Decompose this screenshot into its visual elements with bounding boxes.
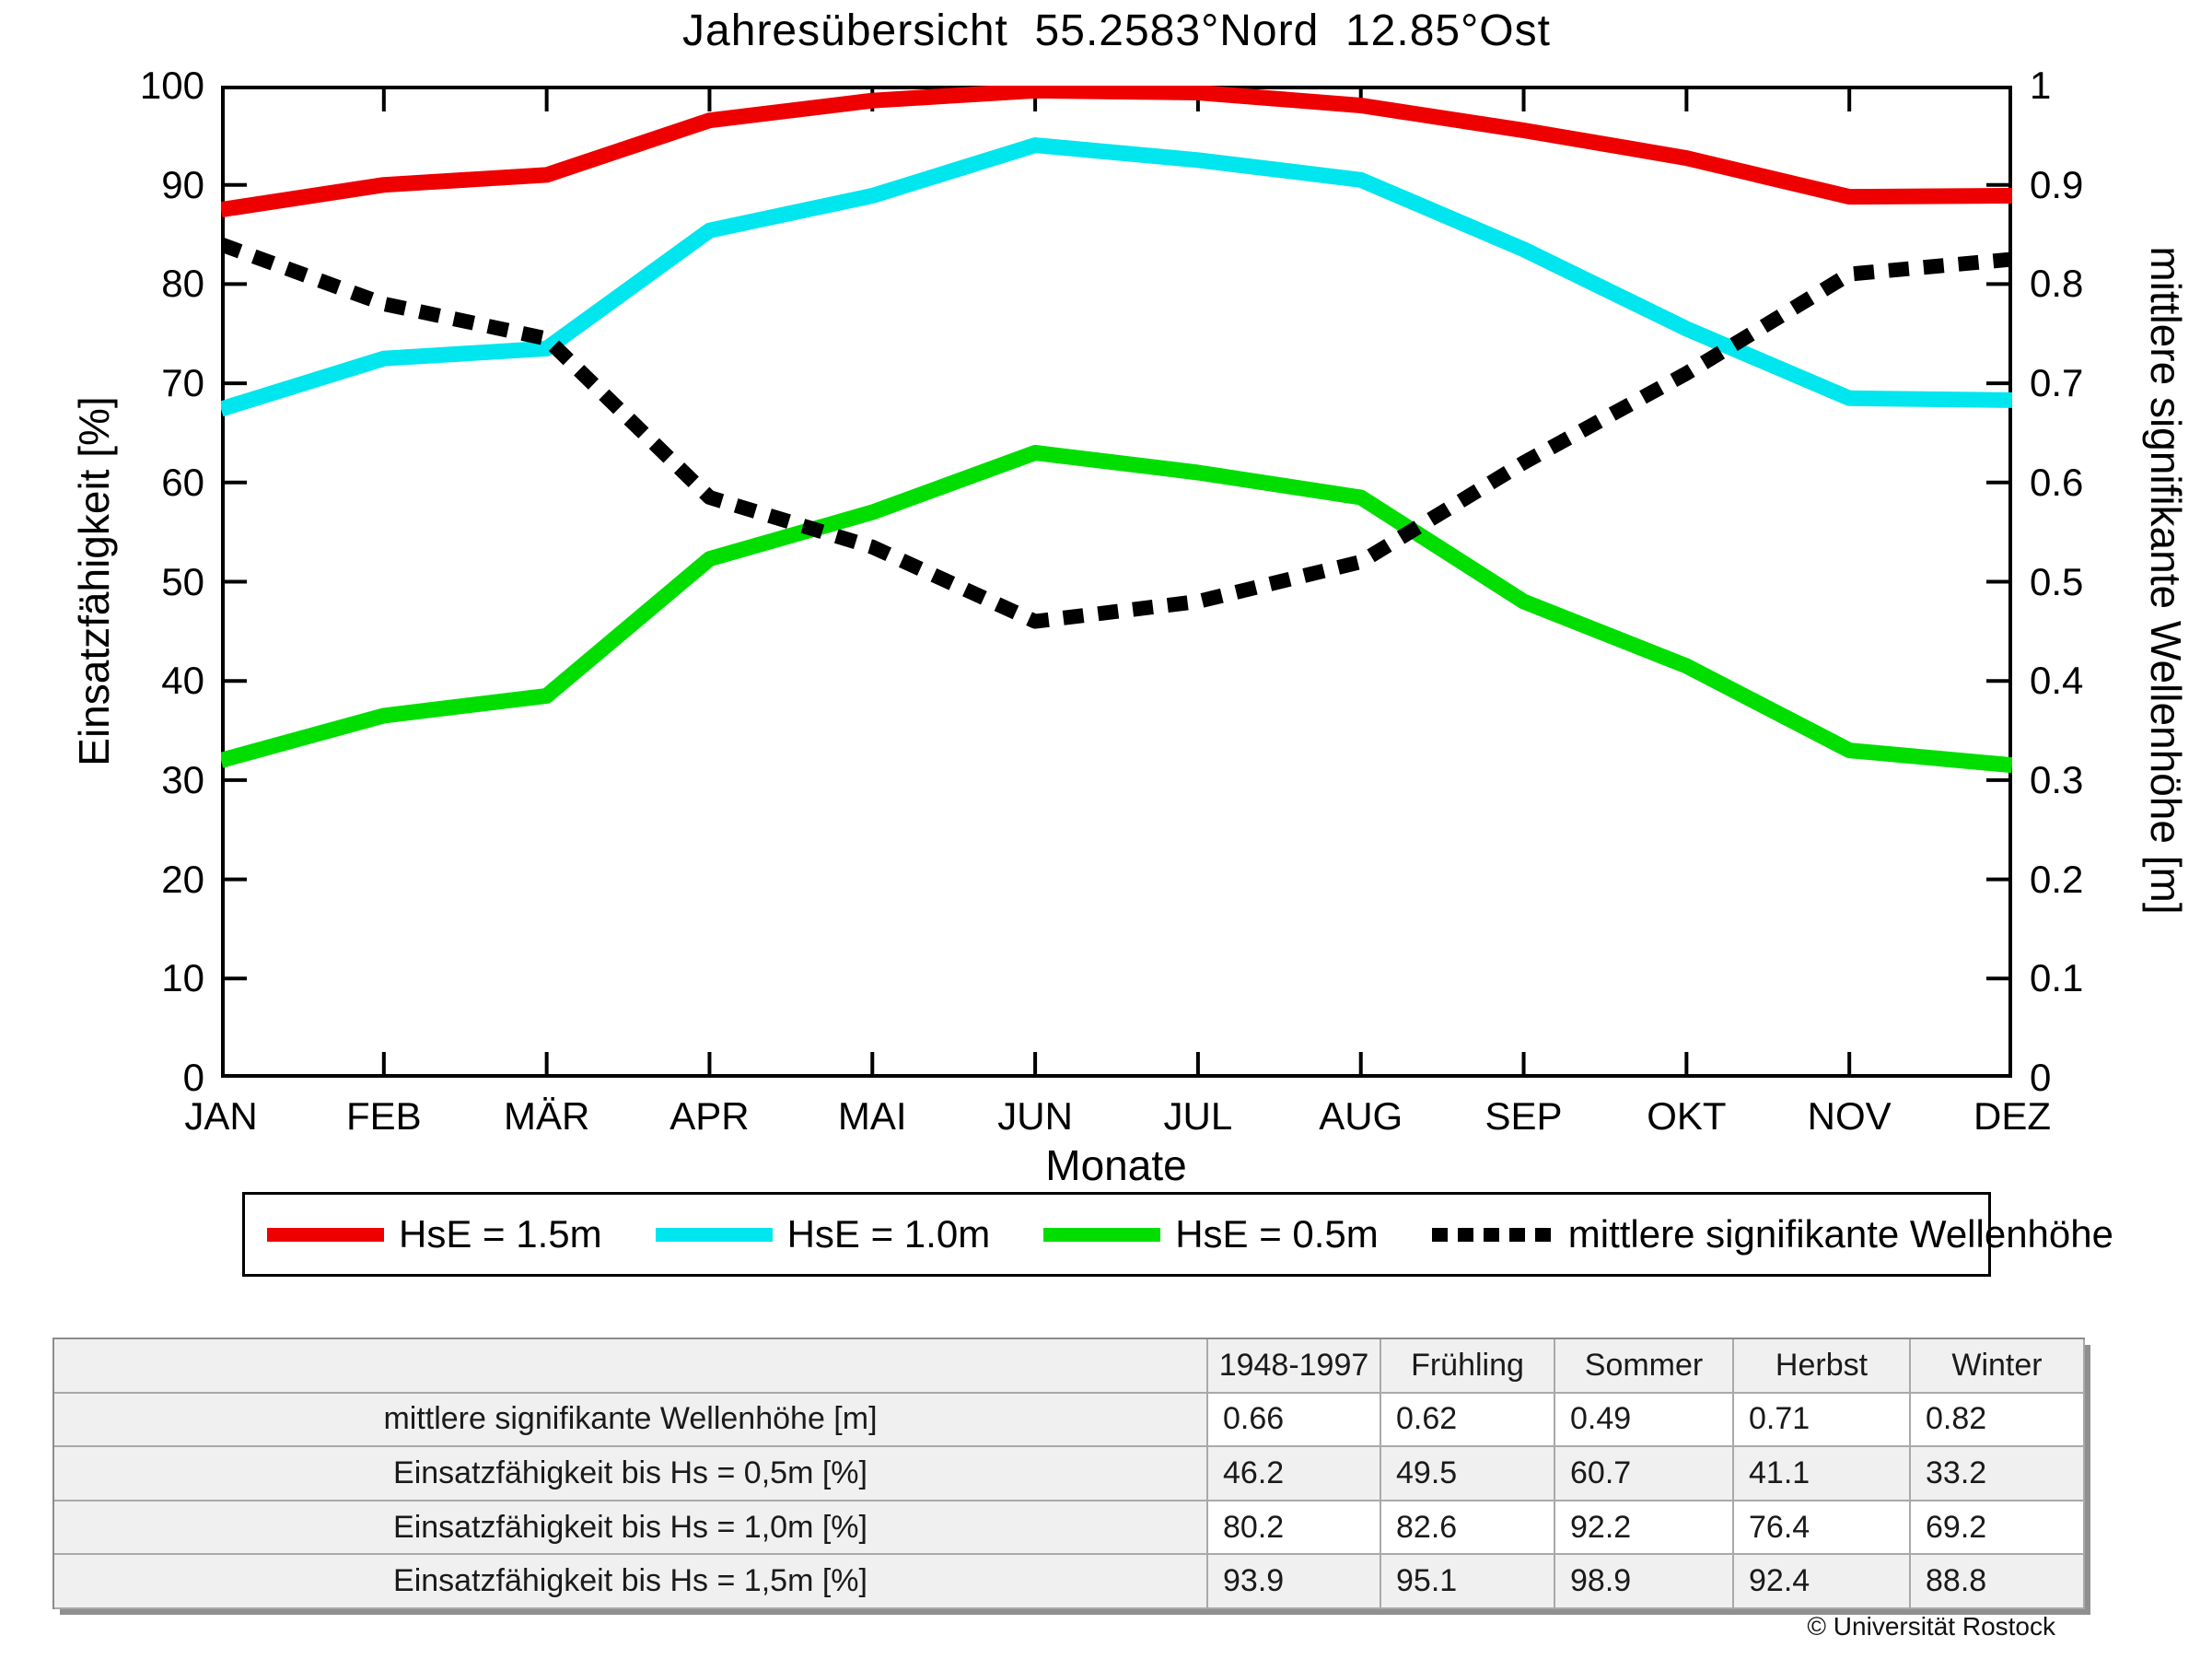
table-cell: 41.1 (1734, 1447, 1911, 1501)
y-tick-label-right: 0 (2030, 1056, 2052, 1099)
table-cell: 69.2 (1911, 1501, 2085, 1556)
legend: HsE = 1.5m HsE = 1.0m HsE = 0.5m mittler… (242, 1192, 2113, 1277)
table-cell: 0.49 (1555, 1393, 1734, 1448)
x-tick-label-month: MAI (837, 1094, 907, 1138)
x-tick-label-month: MÄR (503, 1094, 590, 1138)
y-tick-label-left: 20 (161, 857, 204, 901)
legend-label: HsE = 0.5m (1175, 1212, 1379, 1256)
x-tick-label-month: NOV (1807, 1094, 1892, 1138)
y-tick-label-left: 50 (161, 559, 204, 603)
x-tick-label-month: JUN (997, 1094, 1073, 1138)
legend-label: HsE = 1.0m (786, 1212, 991, 1256)
table-cell: 88.8 (1911, 1555, 2085, 1609)
legend-line-green-icon (1043, 1227, 1161, 1242)
plot-frame (221, 86, 2012, 1078)
table-cell: 82.6 (1381, 1501, 1555, 1556)
x-axis-label: Monate (1045, 1141, 1187, 1189)
x-tick-label-month: SEP (1484, 1094, 1563, 1138)
table-cell: 92.2 (1555, 1501, 1734, 1556)
table-row-label: Einsatzfähigkeit bis Hs = 0,5m [%] (54, 1447, 1208, 1501)
table-cell: 0.62 (1381, 1393, 1555, 1448)
x-tick-label-month: FEB (345, 1094, 422, 1138)
chart-title: Jahresübersicht 55.2583°Nord 12.85°Ost (682, 6, 1551, 55)
legend-item-hse05: HsE = 0.5m (1043, 1212, 1379, 1256)
y-tick-label-left: 60 (161, 460, 204, 504)
y-tick-label-right: 0.1 (2030, 956, 2084, 1000)
y-tick-label-left: 0 (182, 1056, 204, 1099)
y-tick-label-left: 40 (161, 659, 204, 703)
table-cell: 93.9 (1208, 1555, 1381, 1609)
series-line-mittlere-signifikante-wellenh-he (221, 237, 2012, 629)
table-cell: 0.71 (1734, 1393, 1911, 1448)
y-tick-label-right: 0.6 (2030, 460, 2084, 504)
x-tick-label-month: AUG (1319, 1094, 1403, 1138)
legend-label: HsE = 1.5m (399, 1212, 602, 1256)
legend-item-hse10: HsE = 1.0m (655, 1212, 991, 1256)
table-cell: 46.2 (1208, 1447, 1381, 1501)
copyright: © Universität Rostock (1807, 1612, 2055, 1641)
y-tick-label-left: 90 (161, 162, 204, 206)
y-tick-label-right: 0.8 (2030, 262, 2084, 306)
legend-line-dotted-icon (1431, 1227, 1554, 1242)
y-tick-label-right: 0.9 (2030, 162, 2084, 206)
plot-area (221, 86, 2012, 1078)
table-cell: 80.2 (1208, 1501, 1381, 1556)
legend-label: mittlere signifikante Wellenhöhe (1567, 1212, 2113, 1256)
y-tick-label-right: 1 (2030, 64, 2052, 107)
table-cell: 95.1 (1381, 1555, 1555, 1609)
x-tick-label-month: OKT (1647, 1094, 1727, 1138)
summary-table: 1948-1997 Frühling Sommer Herbst Winter mittl… (52, 1338, 2085, 1609)
legend-line-red-icon (267, 1227, 384, 1242)
table-cell: 98.9 (1555, 1555, 1734, 1609)
legend-line-cyan-icon (655, 1227, 773, 1242)
y-tick-label-right: 0.2 (2030, 857, 2084, 901)
x-tick-label-month: APR (669, 1094, 750, 1138)
y-tick-label-right: 0.5 (2030, 559, 2084, 603)
table-row-label: Einsatzfähigkeit bis Hs = 1,5m [%] (54, 1555, 1208, 1609)
table-corner-cell (54, 1339, 1208, 1394)
table-cell: 49.5 (1381, 1447, 1555, 1501)
y-tick-label-left: 30 (161, 757, 204, 801)
y-axis-label-right: mittlere signifikante Wellenhöhe [m] (2142, 246, 2190, 915)
table-cell: 60.7 (1555, 1447, 1734, 1501)
table-header-cell: Frühling (1381, 1339, 1555, 1394)
x-tick-label-month: JUL (1163, 1094, 1233, 1138)
table-cell: 33.2 (1911, 1447, 2085, 1501)
series-line-hse-1.5m (221, 86, 2012, 218)
y-tick-label-right: 0.7 (2030, 361, 2084, 405)
table-header-cell: Winter (1911, 1339, 2085, 1394)
legend-item-hse15: HsE = 1.5m (267, 1212, 602, 1256)
series-line-hse-1.0m (221, 137, 2012, 417)
table-header-cell: 1948-1997 (1208, 1339, 1381, 1394)
table-header-cell: Herbst (1734, 1339, 1911, 1394)
y-axis-label-left: Einsatzfähigkeit [%] (70, 396, 118, 766)
y-tick-label-right: 0.3 (2030, 757, 2084, 801)
table-cell: 92.4 (1734, 1555, 1911, 1609)
table-cell: 76.4 (1734, 1501, 1911, 1556)
y-tick-label-left: 100 (139, 64, 204, 107)
table-row-label: Einsatzfähigkeit bis Hs = 1,0m [%] (54, 1501, 1208, 1556)
y-tick-label-left: 80 (161, 262, 204, 306)
x-tick-label-month: JAN (184, 1094, 258, 1138)
y-tick-label-right: 0.4 (2030, 659, 2084, 703)
legend-item-wellenhoehe: mittlere signifikante Wellenhöhe (1431, 1212, 2113, 1256)
x-tick-label-month: DEZ (1973, 1094, 2051, 1138)
table-row-label: mittlere signifikante Wellenhöhe [m] (54, 1393, 1208, 1448)
y-tick-label-left: 70 (161, 361, 204, 405)
series-line-hse-0.5m (221, 445, 2012, 774)
table-cell: 0.82 (1911, 1393, 2085, 1448)
y-tick-label-left: 10 (161, 956, 204, 1000)
table-cell: 0.66 (1208, 1393, 1381, 1448)
table-header-cell: Sommer (1555, 1339, 1734, 1394)
